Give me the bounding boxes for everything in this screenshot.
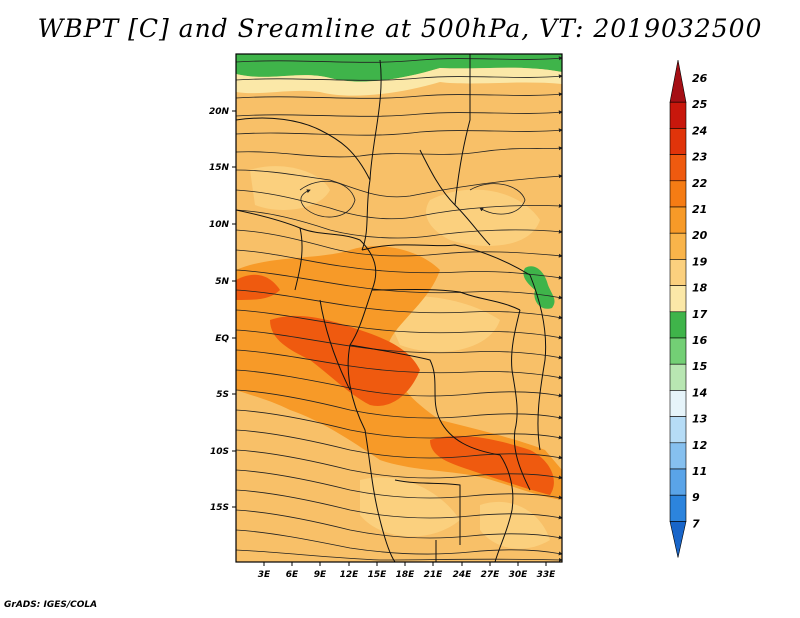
lat-label: 15N [209, 163, 230, 173]
country-borders [236, 54, 547, 562]
colorbar-label: 9 [692, 491, 700, 504]
colorbar-label: 26 [692, 72, 708, 85]
colorbar-swatch [669, 390, 687, 417]
colorbar-label: 17 [692, 308, 708, 321]
colorbar-label: 20 [692, 229, 708, 242]
wbpt-17-band [236, 54, 562, 82]
colorbar-swatch [669, 232, 687, 260]
colorbar-swatch [669, 259, 687, 286]
wbpt-21-field [236, 246, 562, 500]
colorbar-label: 11 [692, 465, 707, 478]
latitude-axis: 20N 15N 10N 5N EQ 5S 10S 15S [209, 107, 236, 513]
lon-label: 18E [396, 570, 416, 580]
colorbar-swatch [669, 468, 687, 496]
colorbar-swatch [669, 363, 687, 391]
lat-label: 15S [210, 503, 229, 513]
lat-label: 10N [209, 220, 230, 230]
wbpt-19-patch [480, 501, 550, 549]
lon-label: 33E [537, 570, 557, 580]
longitude-axis: 3E 6E 9E 12E 15E 18E 21E 24E 27E 30E 33E [258, 562, 556, 580]
lon-label: 21E [424, 570, 444, 580]
colorbar-swatch [669, 442, 687, 470]
colorbar-swatch [669, 311, 687, 339]
wbpt-18-band [236, 67, 562, 96]
software-credit: GrADS: IGES/COLA [4, 600, 98, 610]
lat-label: 10S [210, 447, 229, 457]
colorbar-label: 16 [692, 334, 708, 347]
colorbar-label: 12 [692, 439, 708, 452]
colorbar-label: 13 [692, 413, 708, 426]
lon-label: 6E [286, 570, 299, 580]
lon-label: 15E [368, 570, 388, 580]
wbpt-19-patch [426, 189, 540, 246]
colorbar: 26 25 24 23 22 21 20 19 18 17 16 15 14 13 12 11 9 7 [669, 59, 708, 558]
colorbar-swatch [669, 337, 687, 365]
colorbar-label: 19 [692, 255, 708, 268]
colorbar-swatch [669, 416, 687, 444]
lon-label: 3E [258, 570, 271, 580]
lon-label: 27E [481, 570, 501, 580]
colorbar-swatch [669, 494, 687, 522]
streamlines [236, 56, 562, 562]
colorbar-swatch [669, 101, 687, 129]
wbpt-23-core [430, 435, 554, 495]
plot-title: WBPT [C] and Sreamline at 500hPa, VT: 20… [37, 14, 763, 43]
lon-label: 12E [340, 570, 360, 580]
map-frame [235, 53, 563, 563]
colorbar-label: 25 [692, 98, 708, 111]
colorbar-label: 23 [692, 151, 708, 164]
colorbar-swatch [669, 59, 687, 103]
colorbar-label: 24 [692, 124, 707, 137]
lat-label: 20N [209, 107, 230, 117]
lon-label: 24E [453, 570, 473, 580]
wbpt-19-patch [360, 477, 460, 537]
lon-label: 9E [314, 570, 327, 580]
colorbar-label: 7 [692, 517, 700, 530]
colorbar-swatch [669, 154, 687, 182]
lat-label: EQ [215, 334, 229, 344]
lon-label: 30E [509, 570, 529, 580]
wbpt-23-core [270, 315, 420, 406]
colorbar-label: 14 [692, 386, 707, 399]
map-area [236, 54, 562, 562]
lat-label: 5S [216, 390, 229, 400]
colorbar-swatch [669, 180, 687, 208]
lat-label: 5N [215, 277, 229, 287]
colorbar-label: 22 [692, 177, 708, 190]
colorbar-label: 18 [692, 282, 708, 295]
colorbar-swatch [669, 521, 687, 558]
colorbar-swatch [669, 128, 687, 155]
colorbar-label: 15 [692, 360, 708, 373]
colorbar-swatch [669, 285, 687, 313]
colorbar-swatch [669, 206, 687, 234]
colorbar-label: 21 [692, 203, 707, 216]
